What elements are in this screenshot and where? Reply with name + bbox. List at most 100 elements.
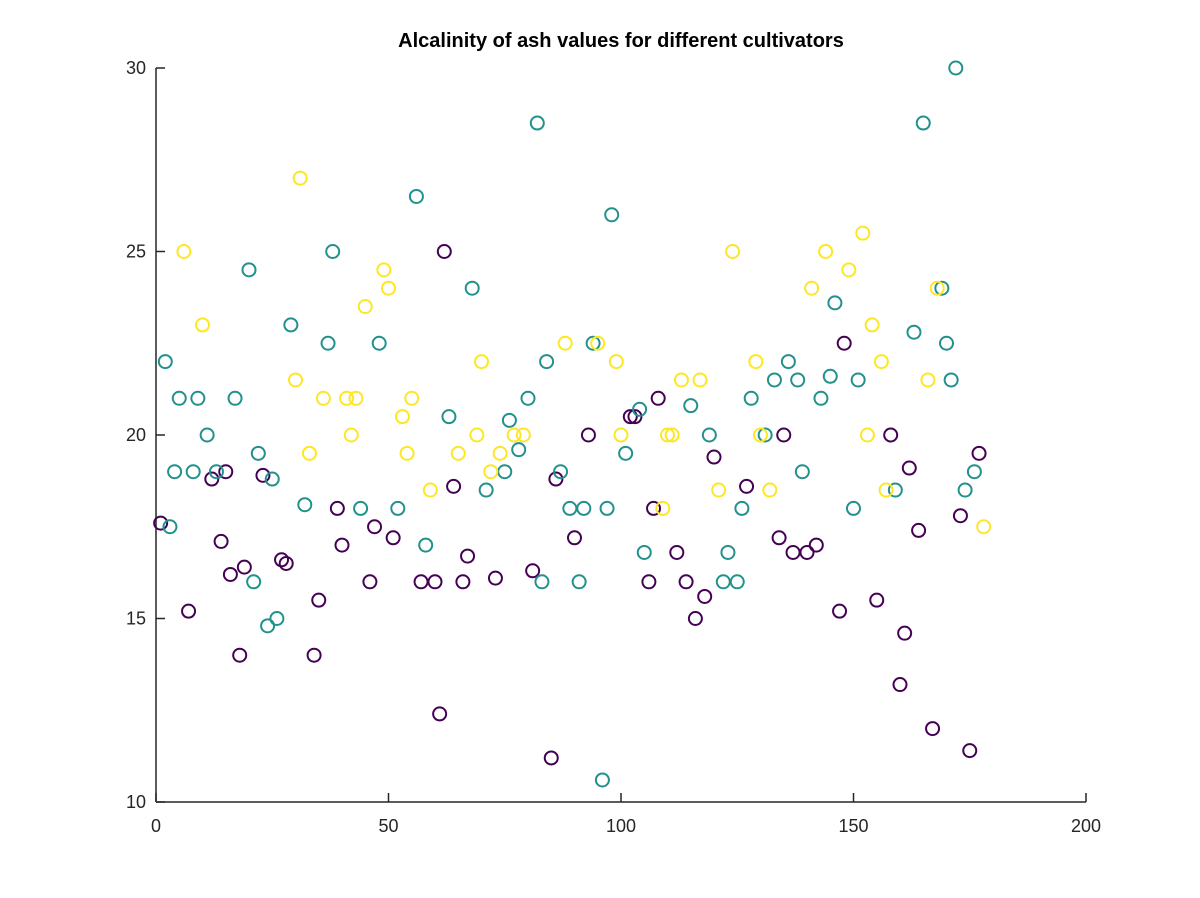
data-point-class2	[780, 354, 796, 370]
data-point-class3	[613, 427, 629, 443]
data-point-class1	[543, 750, 559, 766]
data-point-class1	[218, 464, 234, 480]
data-point-class1	[911, 522, 927, 538]
data-point-class2	[966, 464, 982, 480]
data-point-class2	[497, 464, 513, 480]
data-point-class2	[729, 574, 745, 590]
data-point-class1	[413, 574, 429, 590]
data-point-class2	[683, 398, 699, 414]
data-point-class3	[195, 317, 210, 333]
plot-area	[153, 60, 992, 788]
data-point-class2	[576, 500, 592, 516]
data-point-class3	[660, 427, 675, 443]
data-point-class1	[432, 706, 448, 722]
data-point-class3	[859, 427, 875, 443]
data-point-class2	[157, 354, 173, 370]
data-point-class1	[892, 677, 908, 693]
data-point-class2	[511, 442, 527, 458]
data-point-class3	[753, 427, 768, 443]
data-point-class2	[715, 574, 731, 590]
data-point-class1	[925, 721, 941, 737]
data-point-class2	[599, 500, 615, 516]
data-point-class1	[306, 647, 322, 663]
y-tick-label: 15	[126, 609, 146, 629]
data-point-class1	[706, 449, 722, 465]
data-point-class1	[646, 500, 662, 516]
data-point-class1	[869, 592, 885, 608]
data-point-class3	[288, 372, 303, 388]
data-point-class3	[422, 482, 438, 498]
data-point-class2	[553, 464, 569, 480]
data-point-class1	[446, 478, 462, 494]
data-point-class2	[934, 280, 950, 296]
x-tick-label: 0	[151, 816, 161, 836]
data-point-class2	[264, 471, 280, 487]
data-point-class2	[757, 427, 773, 443]
data-point-class2	[269, 611, 285, 626]
data-point-class2	[162, 519, 178, 535]
data-point-class1	[785, 544, 801, 560]
data-point-class2	[794, 464, 810, 480]
data-point-class1	[334, 537, 350, 553]
data-point-class1	[222, 566, 238, 582]
data-point-class3	[818, 244, 834, 259]
data-point-class1	[678, 574, 694, 590]
data-point-class2	[957, 482, 973, 498]
data-point-class2	[636, 544, 652, 560]
data-point-class3	[381, 280, 396, 296]
data-point-class2	[827, 295, 843, 311]
data-point-class1	[278, 555, 294, 571]
data-point-class3	[469, 427, 485, 443]
data-point-class2	[320, 335, 336, 351]
data-point-class3	[343, 427, 359, 443]
x-tick-label: 150	[838, 816, 868, 836]
data-point-class1	[567, 530, 582, 546]
data-point-class2	[241, 262, 257, 278]
data-point-class3	[673, 372, 689, 388]
data-point-class2	[208, 464, 224, 480]
data-point-class1	[799, 544, 815, 560]
data-point-class3	[301, 445, 317, 461]
data-point-class3	[655, 500, 671, 516]
data-point-class1	[669, 544, 685, 560]
data-point-class1	[739, 478, 755, 494]
data-point-class3	[762, 482, 778, 498]
data-point-class2	[539, 354, 555, 370]
data-point-class3	[929, 280, 945, 296]
data-point-class2	[846, 500, 861, 516]
y-tick-label: 10	[126, 792, 146, 812]
data-point-class1	[385, 530, 401, 546]
data-point-class3	[315, 390, 331, 406]
data-point-class1	[580, 427, 596, 443]
data-point-class1	[255, 467, 271, 483]
data-point-class1	[525, 563, 541, 579]
data-point-class2	[850, 372, 866, 388]
data-point-class2	[501, 412, 517, 428]
data-point-class1	[627, 409, 643, 425]
y-tick-label: 20	[126, 425, 146, 445]
data-point-class1	[832, 603, 848, 619]
data-point-class3	[725, 244, 741, 259]
data-point-class2	[571, 574, 587, 590]
data-point-class2	[822, 368, 838, 384]
data-point-class2	[260, 618, 276, 634]
data-point-class1	[213, 533, 229, 549]
x-tick-label: 200	[1071, 816, 1101, 836]
data-point-class1	[622, 409, 638, 425]
data-point-class3	[692, 372, 708, 388]
data-point-class1	[808, 537, 824, 553]
data-point-class3	[664, 427, 680, 443]
data-point-class2	[720, 544, 736, 560]
data-point-class3	[339, 390, 355, 406]
data-point-class1	[771, 530, 787, 546]
data-point-class3	[976, 519, 992, 535]
data-point-class3	[878, 482, 894, 498]
data-point-class3	[376, 262, 392, 278]
data-point-class3	[590, 335, 606, 351]
data-point-class2	[734, 500, 750, 516]
data-point-class2	[246, 574, 262, 590]
y-tick-label: 25	[126, 242, 146, 262]
data-point-class2	[371, 335, 387, 351]
data-point-class2	[529, 115, 545, 131]
data-point-class1	[836, 335, 852, 351]
